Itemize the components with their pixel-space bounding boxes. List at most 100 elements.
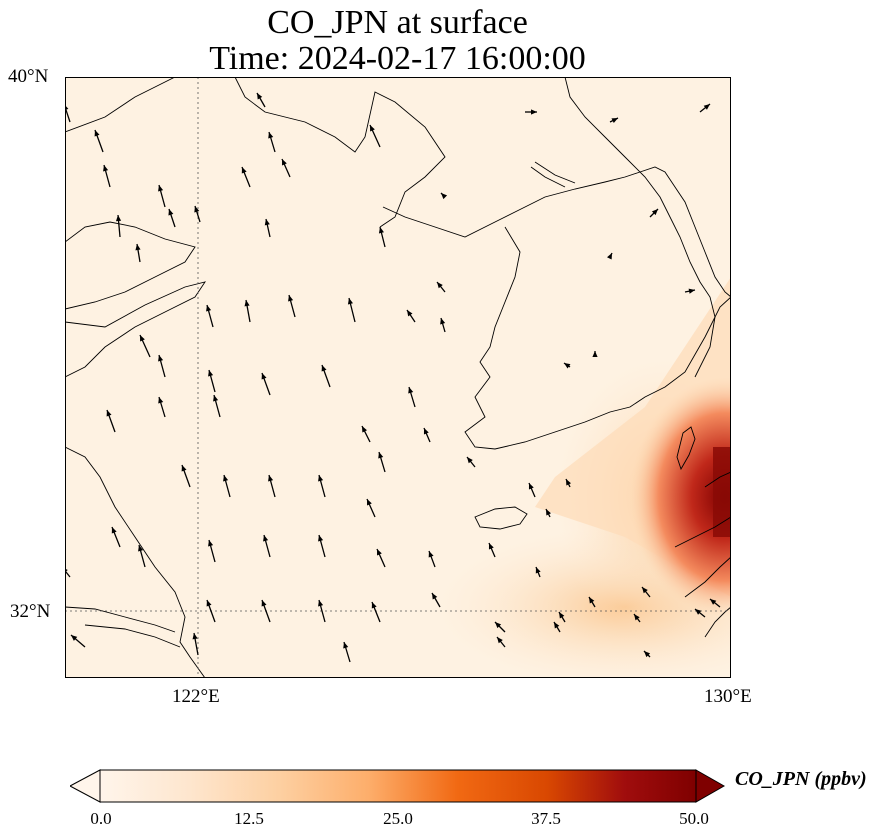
wind-arrow-head (268, 132, 274, 139)
wind-arrow-head (367, 499, 372, 506)
colorbar-body (100, 770, 696, 802)
colorbar-svg (68, 769, 726, 803)
map-panel (65, 77, 731, 678)
wind-arrow-head (651, 209, 658, 216)
wind-arrow-head (115, 215, 122, 222)
wind-arrow-head (318, 475, 324, 482)
lon-label-122e: 122°E (172, 686, 220, 707)
plot-title-line2: Time: 2024-02-17 16:00:00 (209, 40, 586, 77)
wind-arrow-head (695, 609, 702, 615)
colorbar-outline (99, 769, 697, 803)
colorbar-extend-max (695, 769, 726, 803)
wind-arrow-head (206, 600, 212, 607)
colorbar (68, 769, 726, 803)
wind-arrow-head (213, 395, 219, 402)
wind-arrow-head (71, 635, 78, 641)
colorbar-tick-2: 25.0 (383, 809, 413, 828)
wind-arrow-head (495, 622, 502, 629)
wind-arrow-head (362, 426, 368, 433)
wind-arrow-head (103, 165, 109, 172)
wind-arrow-head (378, 227, 384, 234)
wind-arrow-head (268, 475, 274, 482)
wind-arrow-head (264, 219, 270, 226)
wind-arrow-head (371, 602, 377, 609)
colorbar-tick-3: 37.5 (531, 809, 561, 828)
wind-arrow-shaft (65, 104, 71, 123)
wind-arrow-head (192, 633, 198, 640)
wind-arrow-head (244, 300, 250, 307)
wind-arrow-head (531, 109, 537, 115)
wind-arrow-head (158, 185, 164, 192)
wind-arrow-head (282, 159, 287, 166)
wind-arrow-head (194, 206, 200, 213)
wind-arrow-head (437, 282, 443, 289)
wind-arrow-head (377, 549, 382, 556)
plot-title-line1: CO_JPN at surface (267, 4, 528, 41)
wind-arrow-head (208, 370, 214, 377)
colorbar-tick-0: 0.0 (90, 809, 112, 828)
wind-arrow-head (589, 597, 595, 604)
wind-arrow-head (423, 428, 429, 435)
wind-arrow-head (606, 253, 612, 260)
wind-arrow-head (318, 600, 324, 607)
wind-arrow-head (208, 540, 214, 547)
wind-arrow-head (528, 483, 534, 490)
wind-arrow-head (140, 335, 145, 342)
wind-arrow-head (428, 551, 434, 558)
wind-arrow-head (703, 104, 710, 110)
wind-arrow-head (263, 535, 269, 542)
wind-arrow-head (497, 637, 503, 644)
wind-vectors (65, 92, 721, 663)
wind-arrow-head (432, 593, 438, 600)
map-svg (65, 77, 731, 678)
lon-label-130e: 130°E (704, 686, 752, 707)
lat-label-32n: 32°N (10, 601, 51, 622)
wind-arrow-head (467, 457, 473, 464)
wind-arrow-head (710, 599, 717, 605)
wind-arrow-head (135, 244, 141, 251)
wind-arrow-head (94, 130, 100, 137)
wind-arrow-head (488, 543, 494, 550)
wind-arrow-head (634, 614, 640, 621)
wind-arrow-head (158, 397, 164, 404)
wind-arrow-head (564, 363, 571, 369)
wind-arrow-head (535, 567, 541, 574)
colorbar-extend-min (68, 769, 101, 803)
wind-arrow-head (440, 318, 446, 325)
wind-arrow-head (611, 118, 618, 124)
wind-arrow-head (441, 193, 448, 200)
wind-arrow-head (158, 355, 164, 362)
plume-hotspot (630, 377, 731, 617)
colorbar-tick-4: 50.0 (679, 809, 709, 828)
wind-arrow-head (407, 310, 413, 317)
wind-arrow-head (241, 167, 247, 174)
hotspot-core (713, 447, 731, 537)
wind-arrow-head (343, 642, 349, 649)
wind-arrow-head (206, 305, 212, 312)
wind-arrow-head (318, 535, 324, 542)
wind-arrow-head (642, 587, 648, 594)
wind-arrow-head (106, 410, 112, 417)
map-border (65, 77, 731, 678)
wind-arrow-head (370, 125, 375, 132)
wind-arrow-head (223, 475, 229, 482)
wind-arrow-head (181, 465, 187, 472)
colorbar-label: CO_JPN (ppbv) (735, 768, 867, 790)
lat-label-40n: 40°N (8, 66, 49, 87)
wind-arrow-head (321, 365, 327, 372)
wind-arrow-head (644, 651, 651, 658)
wind-arrow-head (261, 373, 267, 380)
wind-arrow-head (378, 452, 384, 459)
wind-arrow-head (288, 295, 294, 302)
wind-arrow-head (408, 387, 414, 394)
wind-arrow-head (261, 600, 267, 607)
wind-arrow-head (592, 351, 598, 357)
wind-arrow-head (566, 479, 572, 486)
wind-arrow-head (546, 509, 552, 516)
colorbar-tick-1: 12.5 (234, 809, 264, 828)
wind-arrow-head (111, 527, 117, 534)
wind-arrow-head (554, 622, 560, 629)
wind-arrow-head (257, 93, 263, 100)
wind-arrow-head (138, 545, 144, 552)
wind-arrow-head (688, 288, 695, 294)
